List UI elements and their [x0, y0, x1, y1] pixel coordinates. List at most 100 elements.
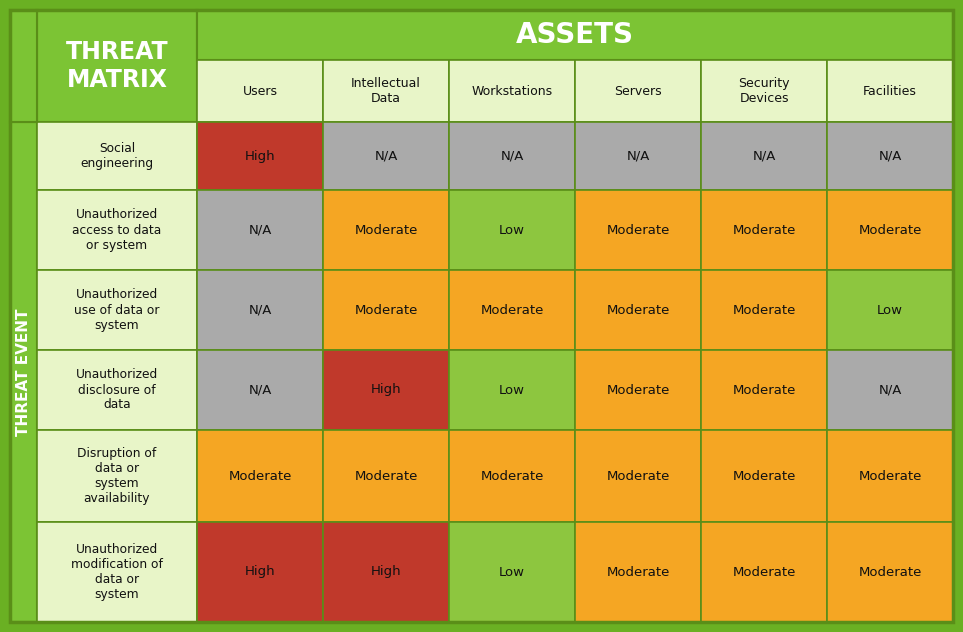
Bar	[449, 522, 575, 622]
Bar	[197, 60, 323, 122]
Text: N/A: N/A	[248, 303, 272, 317]
Text: Low: Low	[499, 566, 525, 578]
Text: N/A: N/A	[248, 384, 272, 396]
Text: Moderate: Moderate	[607, 224, 669, 236]
Text: Moderate: Moderate	[732, 224, 795, 236]
Bar	[197, 122, 323, 190]
Text: THREAT
MATRIX: THREAT MATRIX	[65, 40, 169, 92]
Text: Moderate: Moderate	[481, 303, 544, 317]
Text: Moderate: Moderate	[732, 384, 795, 396]
Text: Moderate: Moderate	[732, 303, 795, 317]
Bar	[197, 270, 323, 350]
Bar	[197, 430, 323, 522]
Text: Moderate: Moderate	[858, 566, 922, 578]
Bar	[701, 430, 827, 522]
Bar	[449, 122, 575, 190]
Text: Moderate: Moderate	[354, 470, 418, 482]
Text: Moderate: Moderate	[732, 566, 795, 578]
Bar	[701, 190, 827, 270]
Bar	[37, 190, 197, 270]
Text: Workstations: Workstations	[472, 85, 553, 97]
Text: N/A: N/A	[248, 224, 272, 236]
Bar	[323, 122, 449, 190]
Text: N/A: N/A	[626, 150, 650, 162]
Bar	[37, 122, 197, 190]
Bar	[449, 60, 575, 122]
Bar	[37, 270, 197, 350]
Text: Moderate: Moderate	[858, 470, 922, 482]
Text: N/A: N/A	[878, 150, 901, 162]
Bar	[197, 522, 323, 622]
Bar	[449, 350, 575, 430]
Bar	[575, 270, 701, 350]
Text: N/A: N/A	[501, 150, 524, 162]
Bar	[827, 60, 953, 122]
Text: Moderate: Moderate	[607, 303, 669, 317]
Bar	[827, 522, 953, 622]
Text: N/A: N/A	[878, 384, 901, 396]
Bar	[10, 10, 37, 122]
Text: Moderate: Moderate	[354, 303, 418, 317]
Text: Moderate: Moderate	[607, 384, 669, 396]
Bar	[37, 522, 197, 622]
Bar	[575, 350, 701, 430]
Text: Moderate: Moderate	[858, 224, 922, 236]
Text: Low: Low	[877, 303, 903, 317]
Bar	[449, 430, 575, 522]
Bar	[575, 122, 701, 190]
Bar	[37, 430, 197, 522]
Text: Users: Users	[243, 85, 277, 97]
Text: Moderate: Moderate	[354, 224, 418, 236]
Text: Unauthorized
modification of
data or
system: Unauthorized modification of data or sys…	[71, 543, 163, 601]
Text: Moderate: Moderate	[481, 470, 544, 482]
Text: High: High	[371, 566, 402, 578]
Bar	[323, 60, 449, 122]
Text: High: High	[245, 566, 275, 578]
Bar	[575, 190, 701, 270]
Bar	[701, 350, 827, 430]
Text: Unauthorized
access to data
or system: Unauthorized access to data or system	[72, 209, 162, 252]
Bar	[827, 350, 953, 430]
Bar	[323, 350, 449, 430]
Text: Unauthorized
use of data or
system: Unauthorized use of data or system	[74, 288, 160, 332]
Bar	[701, 122, 827, 190]
Text: N/A: N/A	[752, 150, 775, 162]
Bar	[323, 270, 449, 350]
Text: Moderate: Moderate	[228, 470, 292, 482]
Text: ASSETS: ASSETS	[516, 21, 634, 49]
Bar	[449, 190, 575, 270]
Bar	[575, 522, 701, 622]
Text: Social
engineering: Social engineering	[81, 142, 153, 170]
Text: N/A: N/A	[375, 150, 398, 162]
Text: High: High	[245, 150, 275, 162]
Bar	[575, 60, 701, 122]
Bar	[827, 430, 953, 522]
Bar	[449, 270, 575, 350]
Bar	[197, 190, 323, 270]
Bar	[197, 350, 323, 430]
Text: High: High	[371, 384, 402, 396]
Bar	[323, 190, 449, 270]
Bar	[37, 350, 197, 430]
Text: Disruption of
data or
system
availability: Disruption of data or system availabilit…	[77, 447, 157, 505]
Text: THREAT EVENT: THREAT EVENT	[16, 308, 31, 435]
Bar	[827, 190, 953, 270]
Text: Low: Low	[499, 224, 525, 236]
Bar	[827, 122, 953, 190]
Bar	[827, 270, 953, 350]
Text: Unauthorized
disclosure of
data: Unauthorized disclosure of data	[76, 368, 158, 411]
Text: Moderate: Moderate	[607, 566, 669, 578]
Text: Intellectual
Data: Intellectual Data	[351, 77, 421, 105]
Bar	[575, 430, 701, 522]
Bar	[37, 10, 197, 122]
Bar	[323, 522, 449, 622]
Bar	[701, 60, 827, 122]
Bar	[323, 430, 449, 522]
Text: Moderate: Moderate	[607, 470, 669, 482]
Text: Low: Low	[499, 384, 525, 396]
Text: Security
Devices: Security Devices	[739, 77, 790, 105]
Bar	[701, 270, 827, 350]
Text: Moderate: Moderate	[732, 470, 795, 482]
Bar	[10, 122, 37, 622]
Bar	[197, 10, 953, 60]
